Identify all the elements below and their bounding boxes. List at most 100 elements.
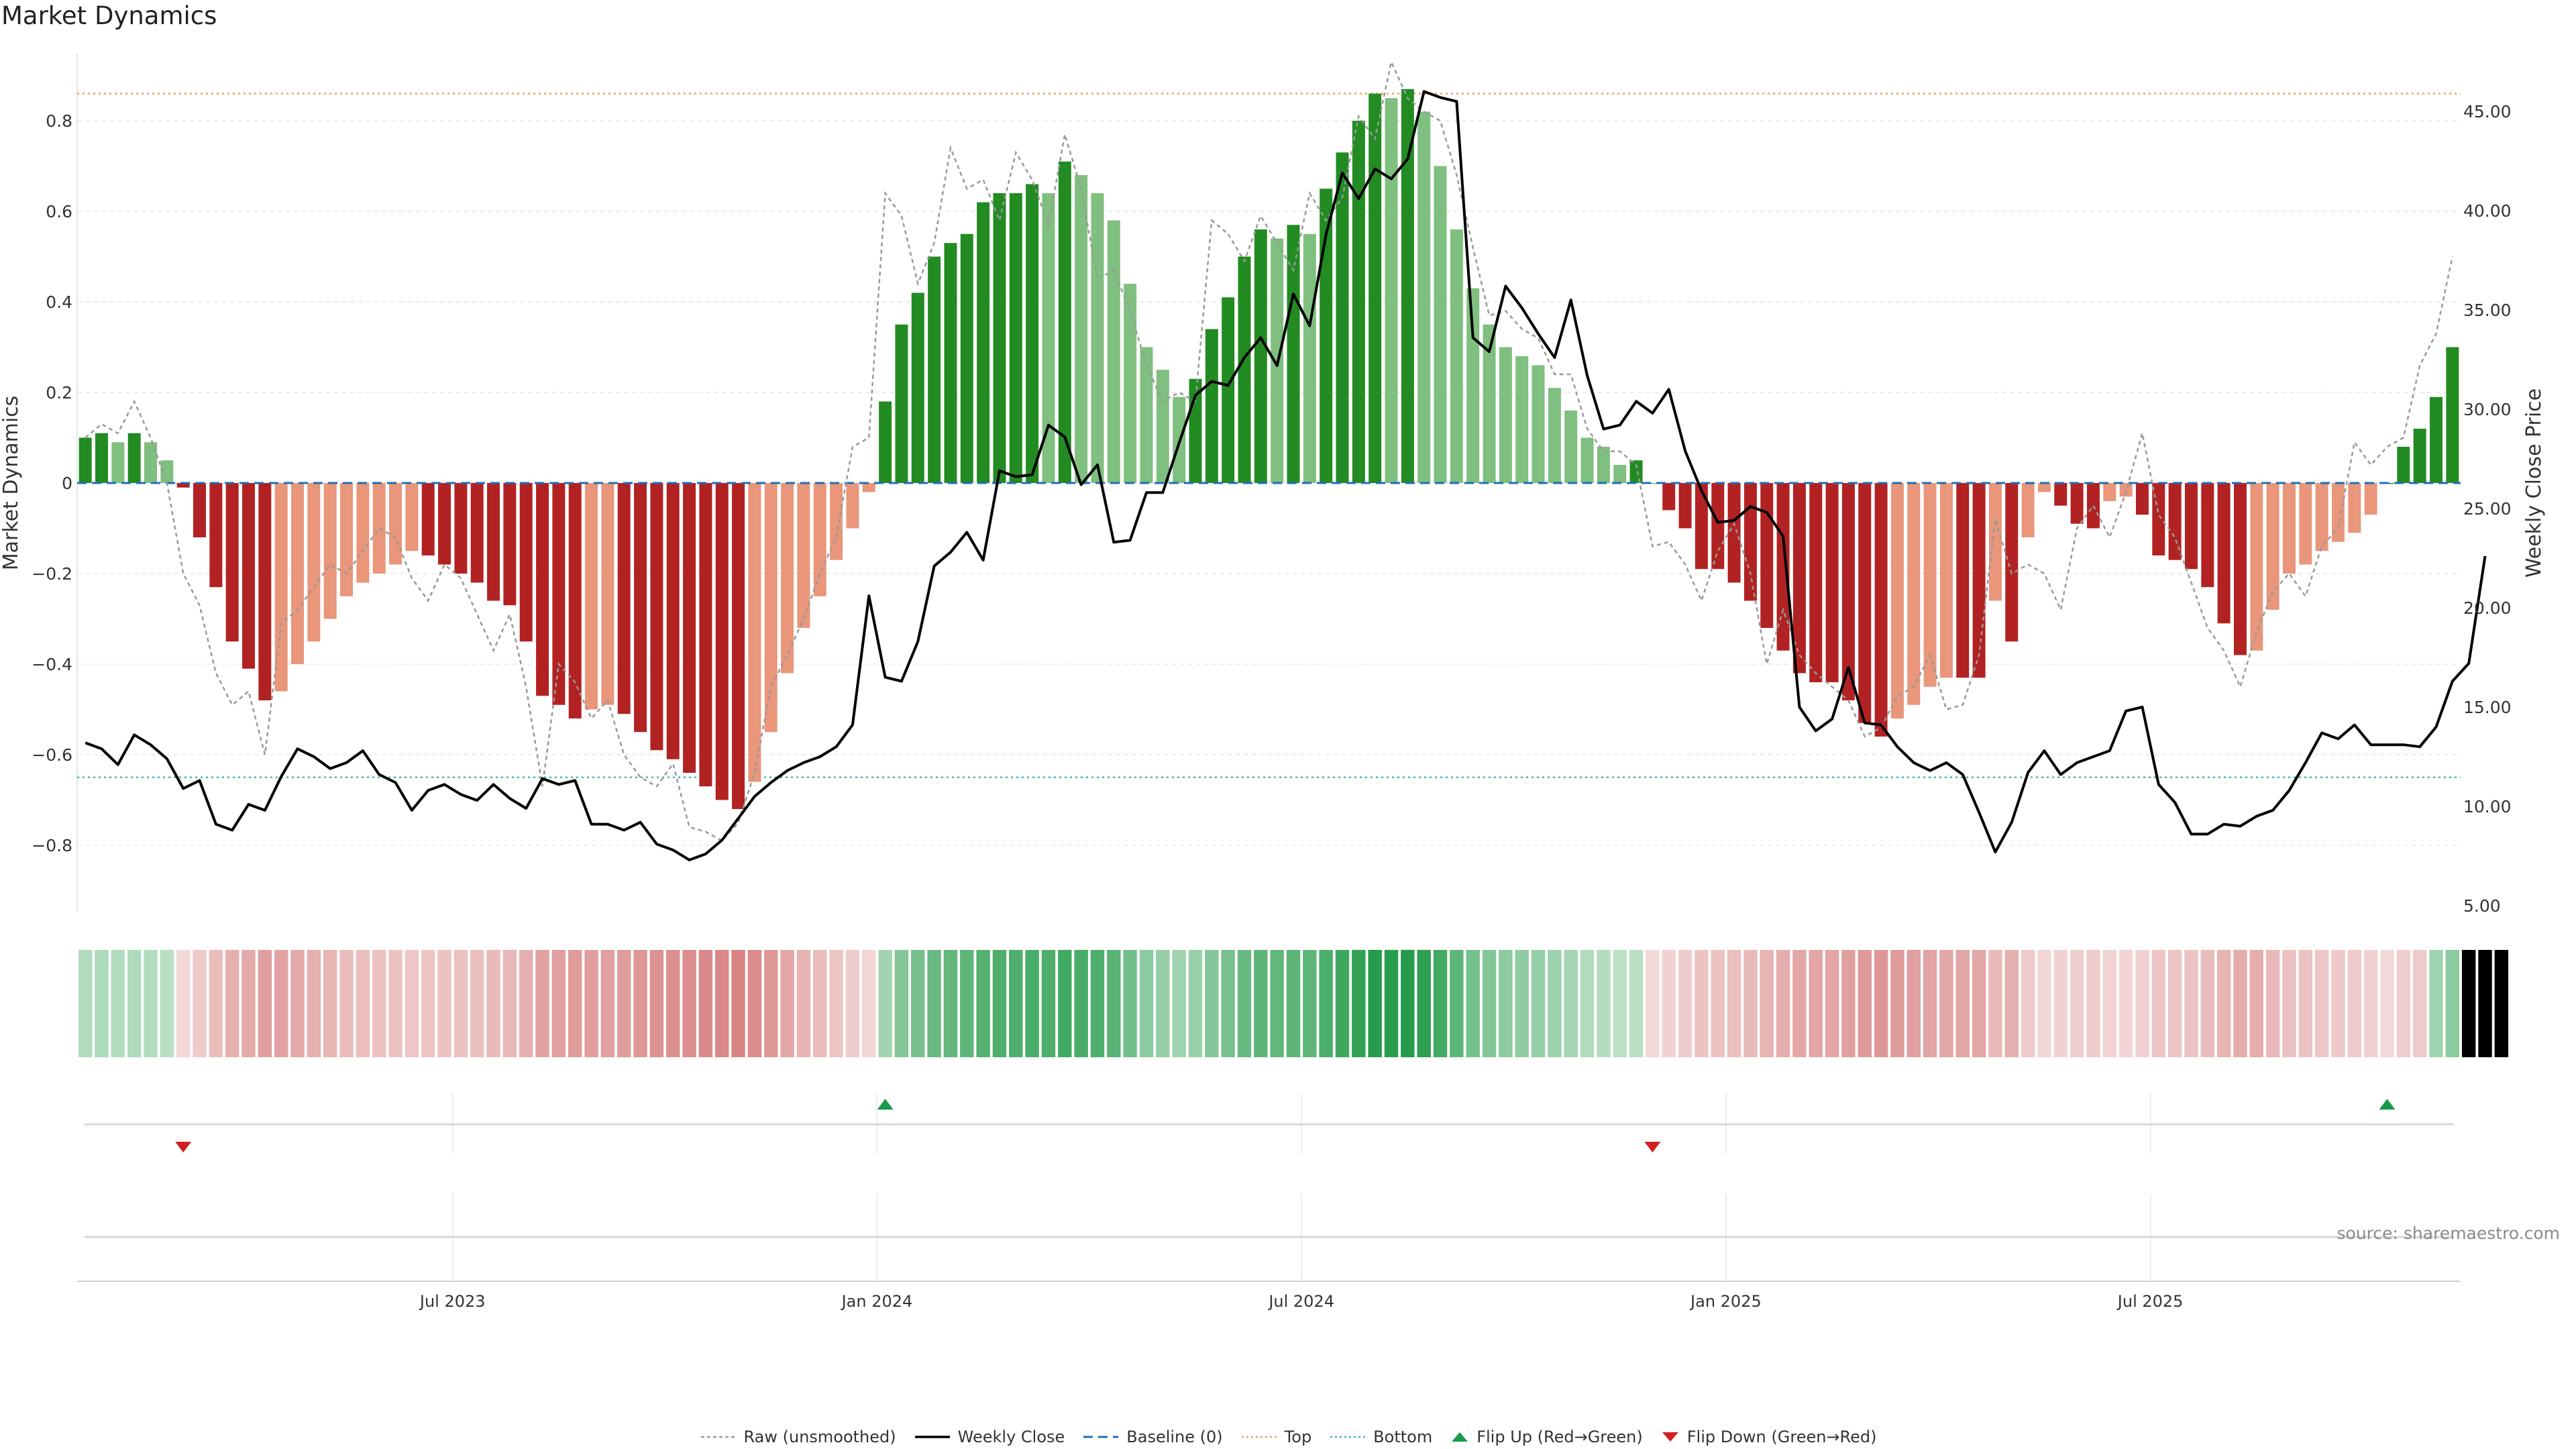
- dynamics-bar: [1124, 284, 1137, 483]
- regime-cell: [470, 950, 484, 1057]
- dynamics-bar: [2152, 483, 2165, 555]
- dynamics-bar: [1760, 483, 1774, 628]
- regime-cell: [1531, 950, 1546, 1057]
- dynamics-bar: [1532, 365, 1545, 483]
- regime-cell: [2135, 950, 2149, 1057]
- dynamics-bar: [601, 483, 614, 705]
- dynamics-bar: [1352, 121, 1365, 483]
- dynamics-bar: [732, 483, 745, 809]
- dynamics-bar: [1107, 220, 1120, 483]
- left-tick-label: −0.6: [32, 745, 72, 765]
- left-tick-label: 0.4: [46, 292, 72, 312]
- regime-cell: [274, 950, 288, 1057]
- dynamics-bar: [1597, 447, 1610, 483]
- regime-cell: [747, 950, 762, 1057]
- left-tick-label: 0: [62, 474, 72, 493]
- legend-close-swatch: [914, 1436, 950, 1438]
- regime-cell: [1384, 950, 1399, 1057]
- dynamics-bar: [617, 483, 631, 714]
- regime-cell: [1841, 950, 1856, 1057]
- dynamics-bar: [1450, 229, 1463, 483]
- regime-cell: [437, 950, 451, 1057]
- regime-cell: [633, 950, 647, 1057]
- flip-up-marker: [2379, 1099, 2396, 1110]
- dynamics-bar: [1890, 483, 1904, 718]
- dynamics-bar: [356, 483, 370, 583]
- dynamics-bar: [2201, 483, 2214, 588]
- dynamics-bar: [2266, 483, 2279, 610]
- right-tick-label: 10.00: [2463, 797, 2512, 816]
- regime-cell: [2298, 950, 2313, 1057]
- legend-baseline-swatch: [1083, 1436, 1119, 1438]
- regime-cell: [1025, 950, 1039, 1057]
- dynamics-bar: [781, 483, 794, 674]
- regime-cell: [992, 950, 1007, 1057]
- dynamics-bar: [2086, 483, 2100, 529]
- dynamics-bar: [438, 483, 451, 565]
- dynamics-bar: [176, 483, 190, 488]
- regime-cell: [780, 950, 794, 1057]
- dynamics-bar: [2430, 396, 2443, 483]
- dynamics-bar: [944, 243, 957, 483]
- regime-cell: [160, 950, 174, 1057]
- regime-cell: [2249, 950, 2264, 1057]
- right-tick-label: 5.00: [2463, 896, 2501, 916]
- dynamics-bar: [1662, 483, 1676, 511]
- regime-cell: [1988, 950, 2002, 1057]
- dynamics-bar: [2005, 483, 2019, 642]
- regime-cell: [2347, 950, 2362, 1057]
- regime-cell: [2445, 950, 2460, 1057]
- y2-axis-title: Weekly Close Price: [2522, 388, 2546, 578]
- right-tick-label: 35.00: [2463, 301, 2512, 320]
- regime-cell: [2494, 950, 2509, 1057]
- regime-cell: [796, 950, 811, 1057]
- regime-cell: [1907, 950, 1921, 1057]
- regime-cell: [339, 950, 354, 1057]
- legend-label-raw: Raw (unsmoothed): [743, 1428, 896, 1446]
- regime-cell: [372, 950, 386, 1057]
- dynamics-bar: [2217, 483, 2231, 624]
- regime-cell: [388, 950, 402, 1057]
- regime-cell: [1776, 950, 1790, 1057]
- regime-cell: [829, 950, 843, 1057]
- regime-cell: [1955, 950, 1970, 1057]
- dynamics-bar: [1254, 229, 1267, 483]
- legend-top-swatch: [1241, 1436, 1277, 1438]
- dynamics-bar: [960, 233, 973, 483]
- dynamics-bar: [389, 483, 402, 565]
- dynamics-bar: [1646, 483, 1659, 484]
- flip-markers-panel: [77, 1093, 2461, 1282]
- regime-cell: [584, 950, 598, 1057]
- source-note: source: sharemaestro.com: [2337, 1224, 2561, 1243]
- dynamics-bar: [1287, 225, 1300, 483]
- dynamics-bar: [2364, 483, 2377, 515]
- dynamics-bar: [274, 483, 288, 692]
- dynamics-bar: [2413, 429, 2426, 483]
- regime-cell: [519, 950, 533, 1057]
- dynamics-bar: [193, 483, 207, 537]
- regime-cell: [1515, 950, 1529, 1057]
- regime-cell: [1923, 950, 1937, 1057]
- dynamics-bar: [1956, 483, 1970, 678]
- dynamics-bar: [2103, 483, 2116, 501]
- regime-cell: [682, 950, 696, 1057]
- dynamics-bar: [209, 483, 223, 588]
- dynamics-bar: [487, 483, 500, 601]
- regime-cell: [1564, 950, 1578, 1057]
- dynamics-bar: [291, 483, 305, 664]
- regime-cell: [535, 950, 549, 1057]
- regime-cell: [1711, 950, 1725, 1057]
- dynamics-bar: [405, 483, 419, 551]
- weekly-close-line: [85, 90, 2487, 861]
- right-tick-label: 30.00: [2463, 400, 2512, 419]
- left-tick-label: −0.2: [32, 564, 72, 584]
- dynamics-bars: [78, 89, 2459, 809]
- regime-cell: [1939, 950, 1953, 1057]
- regime-cell: [2233, 950, 2247, 1057]
- legend-bottom-swatch: [1330, 1436, 1366, 1438]
- regime-cell: [1825, 950, 1839, 1057]
- dynamics-bar: [225, 483, 239, 642]
- chart-legend: Raw (unsmoothed) Weekly Close Baseline (…: [0, 1428, 2576, 1446]
- flip-up-marker: [877, 1099, 894, 1110]
- dynamics-bar: [1238, 256, 1251, 483]
